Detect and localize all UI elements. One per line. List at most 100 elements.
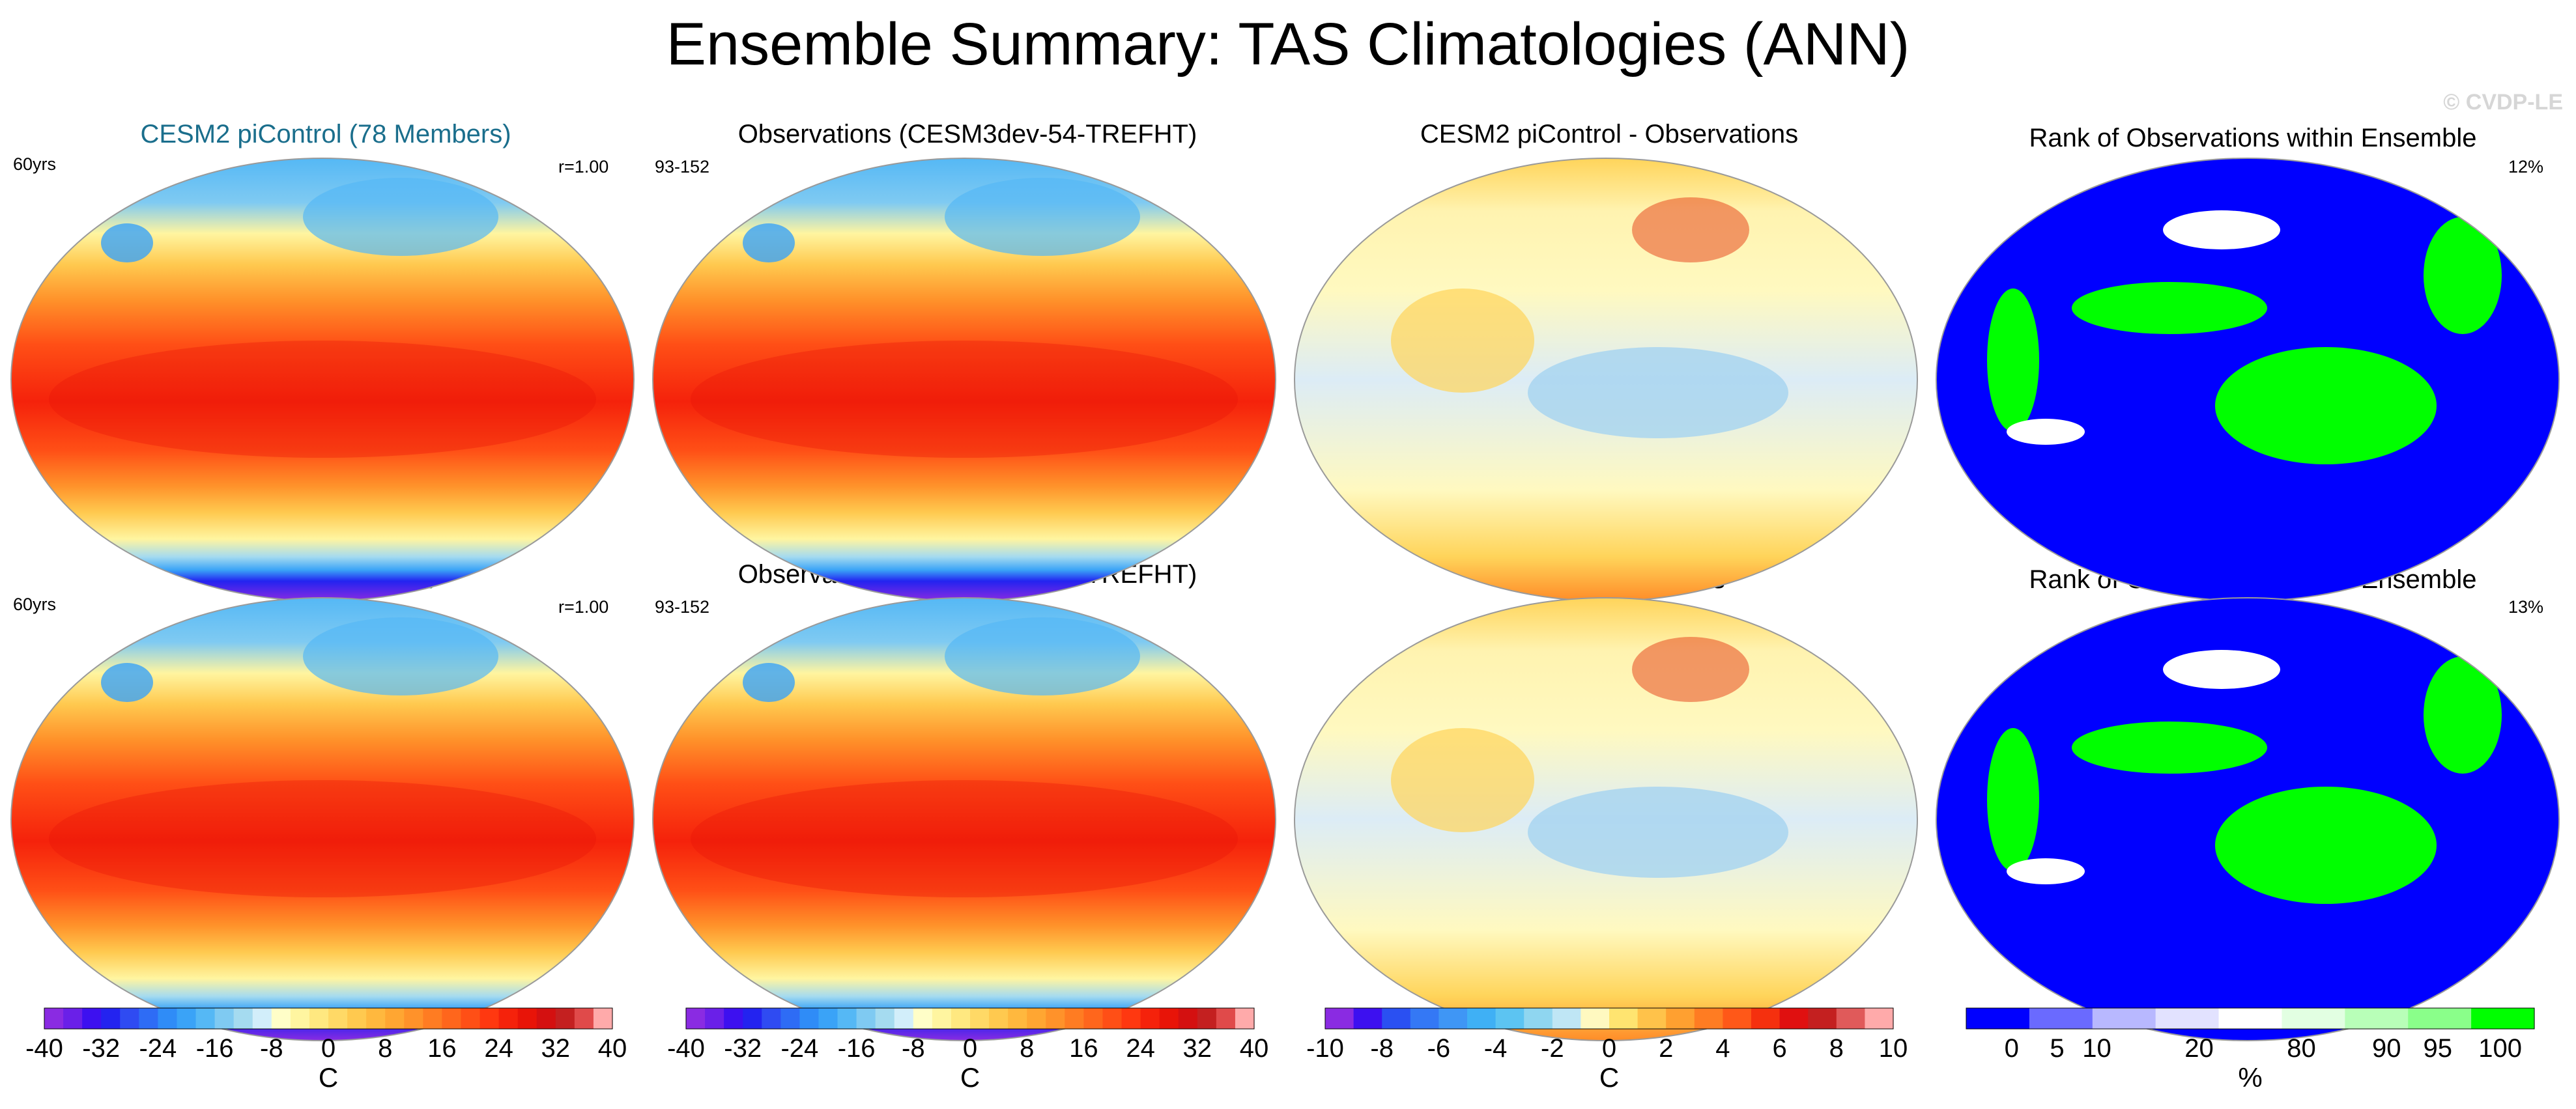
- colorbar-2-swatch: [1065, 1008, 1084, 1029]
- colorbar-3-swatch: [1382, 1008, 1411, 1029]
- colorbar-3-tick-label: 0: [1601, 1034, 1617, 1063]
- colorbar-1-swatch: [461, 1008, 481, 1029]
- panel-right-label-r1c4: 12%: [2508, 157, 2544, 176]
- colorbar-4-tick-label: 100: [2478, 1034, 2523, 1063]
- colorbar-2-swatch: [1083, 1008, 1104, 1029]
- map-panel-r2c4: [1936, 598, 2559, 1041]
- colorbar-2-tick-label: 40: [1239, 1034, 1269, 1063]
- map-panel-r2c3: [1295, 598, 1917, 1041]
- colorbar-2-swatch: [837, 1008, 857, 1029]
- colorbar-4-swatch: [2408, 1008, 2472, 1029]
- panel-title-r1c1: CESM2 piControl (78 Members): [140, 120, 511, 148]
- colorbar-2-tick-label: 16: [1069, 1034, 1098, 1063]
- colorbar-3-tick-label: 10: [1878, 1034, 1908, 1063]
- colorbar-4-swatch: [2155, 1008, 2220, 1029]
- colorbar-1-swatch: [385, 1008, 405, 1029]
- colorbar-3-swatch: [1751, 1008, 1781, 1029]
- colorbar-2-swatch: [1121, 1008, 1141, 1029]
- colorbar-2-swatch: [743, 1008, 762, 1029]
- colorbar-2-tick-label: -32: [724, 1034, 762, 1063]
- colorbar-2-unit: C: [960, 1062, 980, 1093]
- map-panel-r1c4: [1936, 158, 2559, 601]
- colorbar-1-swatch: [498, 1008, 519, 1029]
- colorbar-4-swatch: [2282, 1008, 2345, 1029]
- panel-left-label-r1c2: 93-152: [655, 157, 710, 176]
- colorbar-1-swatch: [423, 1008, 442, 1029]
- colorbar-4-tick-label: 5: [2050, 1034, 2065, 1063]
- colorbar-1-swatch: [555, 1008, 575, 1029]
- colorbar-1-swatch: [593, 1008, 613, 1029]
- colorbar-3-tick-label: -8: [1370, 1034, 1394, 1063]
- watermark: © CVDP-LE: [2443, 90, 2563, 115]
- colorbar-2-swatch: [799, 1008, 820, 1029]
- colorbar-2-tick-label: -40: [667, 1034, 705, 1063]
- colorbar-3-swatch: [1609, 1008, 1639, 1029]
- colorbar-4-swatch: [2029, 1008, 2093, 1029]
- panel-left-label-r2c2: 93-152: [655, 597, 710, 617]
- colorbar-1-swatch: [309, 1008, 329, 1029]
- colorbar-2-swatch: [951, 1008, 971, 1029]
- colorbar-1-swatch: [328, 1008, 348, 1029]
- colorbar-2-swatch: [1008, 1008, 1027, 1029]
- colorbar-3-swatch: [1836, 1008, 1865, 1029]
- colorbar-3-swatch: [1410, 1008, 1439, 1029]
- colorbar-1-swatch: [195, 1008, 216, 1029]
- colorbar-2-swatch: [686, 1008, 706, 1029]
- colorbar-3-swatch: [1666, 1008, 1695, 1029]
- colorbar-1-tick-label: 32: [541, 1034, 571, 1063]
- colorbar-1-swatch: [63, 1008, 83, 1029]
- colorbar-4-swatch: [2218, 1008, 2283, 1029]
- colorbar-3-swatch: [1581, 1008, 1610, 1029]
- colorbar-2-swatch: [856, 1008, 876, 1029]
- colorbar-2-tick-label: 8: [1020, 1034, 1035, 1063]
- colorbar-1-tick-label: 0: [321, 1034, 336, 1063]
- map-panel-r1c2: [653, 158, 1276, 601]
- colorbar-4-tick-label: 20: [2184, 1034, 2214, 1063]
- colorbar-1-tick-label: -24: [139, 1034, 177, 1063]
- colorbar-2-swatch: [913, 1008, 933, 1029]
- colorbar-1-tick-label: 8: [378, 1034, 393, 1063]
- colorbar-1-unit: C: [318, 1062, 339, 1093]
- colorbar-3-frame: [1324, 1007, 1894, 1030]
- map-outline: [1294, 597, 1918, 1041]
- colorbar-1-swatch: [139, 1008, 158, 1029]
- colorbar-1-swatch: [517, 1008, 537, 1029]
- colorbar-3-swatch: [1865, 1008, 1894, 1029]
- colorbar-2-tick-label: 0: [962, 1034, 978, 1063]
- colorbar-2-swatch: [932, 1008, 952, 1029]
- colorbar-1-swatch: [271, 1008, 291, 1029]
- colorbar-2-swatch: [724, 1008, 743, 1029]
- colorbar-1-swatch: [479, 1008, 500, 1029]
- colorbar-4-swatch: [2345, 1008, 2409, 1029]
- colorbar-4-swatch: [2471, 1008, 2535, 1029]
- colorbar-4-tick-label: 10: [2082, 1034, 2111, 1063]
- colorbar-1-swatch: [252, 1008, 272, 1029]
- colorbar-4-tick-label: 0: [2004, 1034, 2019, 1063]
- panel-title-r1c2: Observations (CESM3dev-54-TREFHT): [737, 120, 1197, 148]
- map-panel-r2c2: [653, 598, 1276, 1041]
- colorbar-4-swatch: [1966, 1008, 2030, 1029]
- map-panel-r1c1: [11, 158, 634, 601]
- colorbar-4-tick-label: 90: [2372, 1034, 2401, 1063]
- colorbars: [44, 1007, 2535, 1030]
- colorbar-3-swatch: [1637, 1008, 1667, 1029]
- panel-left-label-r2c1: 60yrs: [13, 595, 57, 614]
- colorbar-2-swatch: [762, 1008, 781, 1029]
- colorbar-3-swatch: [1552, 1008, 1581, 1029]
- panel-title-r1c3: CESM2 piControl - Observations: [1420, 120, 1799, 148]
- colorbar-1-tick-label: 24: [484, 1034, 513, 1063]
- colorbar-2-swatch: [1178, 1008, 1198, 1029]
- panel-right-label-r2c1: r=1.00: [558, 597, 609, 617]
- colorbar-1-tick-label: -16: [195, 1034, 234, 1063]
- colorbar-4-swatch: [2092, 1008, 2156, 1029]
- colorbar-1-swatch: [158, 1008, 178, 1029]
- colorbar-1-swatch: [536, 1008, 556, 1029]
- colorbar-3-swatch: [1723, 1008, 1752, 1029]
- map-outline: [10, 597, 635, 1041]
- map-outline: [652, 597, 1276, 1041]
- colorbar-1-tick-label: -32: [82, 1034, 121, 1063]
- colorbar-2-tick-label: -16: [837, 1034, 876, 1063]
- colorbar-1-swatch: [214, 1008, 235, 1029]
